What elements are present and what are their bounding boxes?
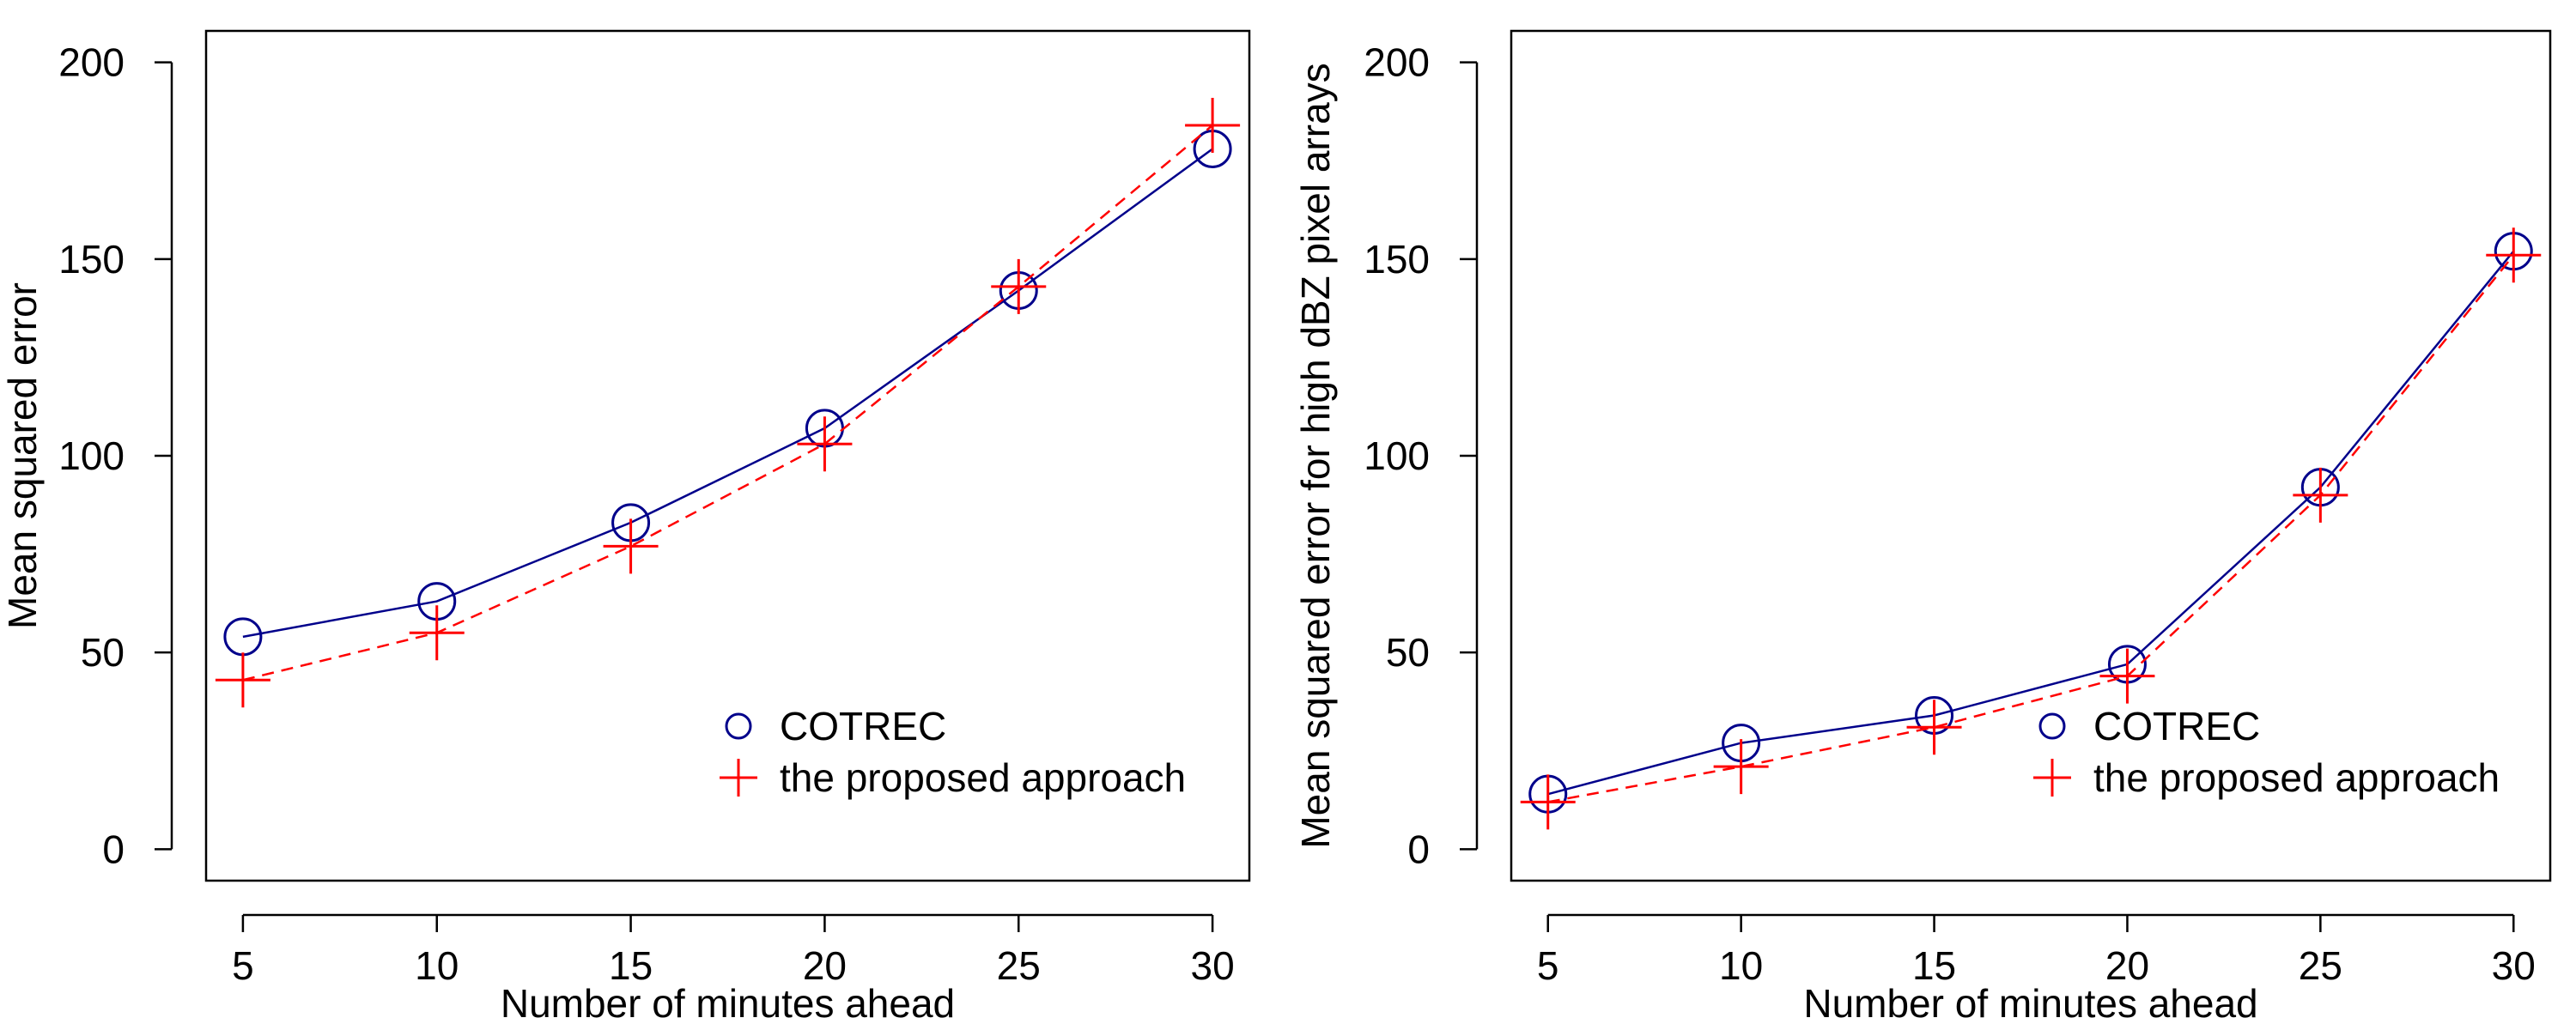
legend-label: COTREC	[780, 704, 946, 748]
series-line-cotrec	[242, 148, 1213, 639]
data-point-proposed	[1520, 774, 1576, 830]
y-axis-title: Mean squared error	[0, 282, 45, 629]
y-tick-label: 100	[58, 433, 125, 478]
data-point-proposed	[2293, 467, 2348, 523]
data-point-proposed	[1713, 739, 1769, 795]
y-tick-label: 0	[1407, 827, 1430, 871]
y-tick-label: 0	[102, 827, 125, 871]
x-tick-label: 15	[609, 943, 653, 988]
series-line-proposed	[242, 124, 1213, 682]
x-tick-label: 5	[1537, 943, 1559, 988]
y-tick-label: 50	[81, 630, 125, 675]
legend-marker-cotrec	[725, 712, 752, 740]
y-tick-label: 50	[1386, 630, 1430, 675]
legend-marker-proposed	[720, 759, 757, 797]
legend-label: the proposed approach	[2093, 755, 2500, 800]
data-point-proposed	[991, 258, 1047, 314]
y-axis-title: Mean squared error for high dBZ pixel ar…	[1293, 63, 1338, 848]
left-panel-mse: 5 10 15 20 25 30 0 50 100 150 200 Number of minutes…	[0, 29, 1251, 1026]
x-tick-label: 20	[2105, 943, 2149, 988]
legend-marker-cotrec	[2038, 712, 2066, 740]
plot-frame	[204, 29, 1251, 882]
x-tick-label: 10	[1719, 943, 1763, 988]
x-tick-label: 25	[2299, 943, 2342, 988]
data-point-proposed	[1906, 700, 1962, 755]
x-tick-label: 30	[2492, 943, 2536, 988]
data-point-proposed	[1185, 98, 1241, 153]
plot-frame	[1510, 29, 2552, 882]
data-point-proposed	[215, 652, 270, 708]
data-point-proposed	[409, 605, 465, 661]
data-point-proposed	[2486, 227, 2542, 283]
legend-label: COTREC	[2093, 704, 2260, 748]
data-point-proposed	[603, 518, 659, 574]
y-tick-label: 150	[58, 237, 125, 282]
legend-marker-proposed	[2033, 759, 2071, 797]
x-axis-title: Number of minutes ahead	[501, 981, 955, 1026]
x-tick-label: 30	[1191, 943, 1235, 988]
x-tick-label: 20	[803, 943, 847, 988]
y-tick-label: 200	[58, 40, 125, 85]
series-line-cotrec	[1547, 250, 2515, 796]
legend-label: the proposed approach	[780, 755, 1186, 800]
right-panel-mse-high-dbz: 5 10 15 20 25 30 0 50 100 150 200 Number of minutes…	[1293, 29, 2552, 1026]
y-tick-label: 100	[1364, 433, 1430, 478]
x-tick-label: 5	[232, 943, 254, 988]
series-line-proposed	[1547, 254, 2515, 803]
x-tick-label: 10	[415, 943, 459, 988]
data-point-proposed	[2099, 648, 2155, 704]
x-tick-label: 25	[997, 943, 1041, 988]
x-tick-label: 15	[1912, 943, 1956, 988]
y-tick-label: 150	[1364, 237, 1430, 282]
data-point-proposed	[797, 416, 853, 472]
x-axis-title: Number of minutes ahead	[1803, 981, 2257, 1026]
y-tick-label: 200	[1364, 40, 1430, 85]
